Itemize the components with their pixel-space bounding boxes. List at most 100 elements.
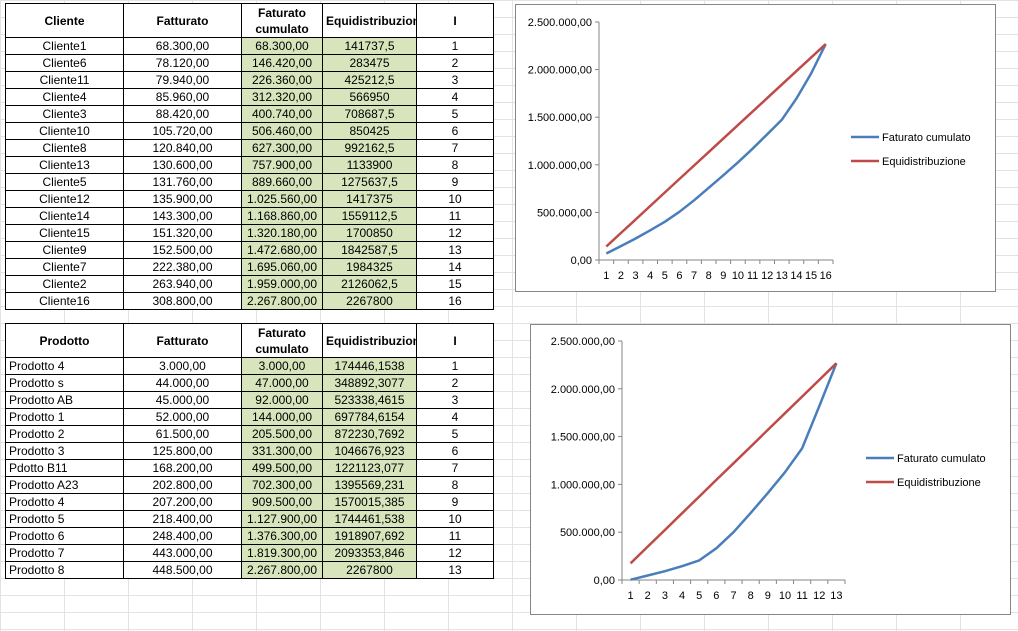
cell-equidistribuzione[interactable]: 697784,6154 bbox=[322, 408, 417, 426]
header-equidistribuzione[interactable]: Equidistribuzione bbox=[322, 323, 417, 358]
header-index[interactable]: I bbox=[416, 323, 494, 358]
cell-name[interactable]: Cliente11 bbox=[5, 71, 124, 89]
cell-name[interactable]: Prodotto 8 bbox=[5, 561, 124, 579]
cell-name[interactable]: Cliente13 bbox=[5, 156, 124, 174]
cell-index[interactable]: 1 bbox=[416, 357, 494, 375]
cell-fatturato[interactable]: 152.500,00 bbox=[123, 241, 242, 259]
cell-name[interactable]: Prodotto 7 bbox=[5, 544, 124, 562]
cell-fatturato-cumulato[interactable]: 499.500,00 bbox=[241, 459, 323, 477]
cell-index[interactable]: 14 bbox=[416, 258, 494, 276]
cell-fatturato-cumulato[interactable]: 3.000,00 bbox=[241, 357, 323, 375]
cell-fatturato-cumulato[interactable]: 889.660,00 bbox=[241, 173, 323, 191]
header-fatturato-cumulato[interactable]: Faturato cumulato bbox=[241, 3, 323, 38]
cell-equidistribuzione[interactable]: 2267800 bbox=[322, 292, 417, 310]
cell-equidistribuzione[interactable]: 1275637,5 bbox=[322, 173, 417, 191]
cell-index[interactable]: 10 bbox=[416, 510, 494, 528]
cell-fatturato[interactable]: 448.500,00 bbox=[123, 561, 242, 579]
cell-equidistribuzione[interactable]: 141737,5 bbox=[322, 37, 417, 55]
cell-index[interactable]: 3 bbox=[416, 71, 494, 89]
cell-index[interactable]: 11 bbox=[416, 527, 494, 545]
cell-name[interactable]: Prodotto 4 bbox=[5, 493, 124, 511]
cell-name[interactable]: Cliente8 bbox=[5, 139, 124, 157]
header-fatturato-cumulato[interactable]: Faturato cumulato bbox=[241, 323, 323, 358]
series-line-equidistribuzione[interactable] bbox=[629, 362, 838, 565]
cell-fatturato[interactable]: 120.840,00 bbox=[123, 139, 242, 157]
cell-index[interactable]: 5 bbox=[416, 425, 494, 443]
cell-index[interactable]: 2 bbox=[416, 54, 494, 72]
cell-index[interactable]: 5 bbox=[416, 105, 494, 123]
cell-name[interactable]: Prodotto 3 bbox=[5, 442, 124, 460]
series-line-equidistribuzione[interactable] bbox=[605, 43, 827, 248]
cell-fatturato-cumulato[interactable]: 92.000,00 bbox=[241, 391, 323, 409]
cell-index[interactable]: 11 bbox=[416, 207, 494, 225]
series-line-fatturato-cumulato[interactable] bbox=[630, 362, 838, 581]
cell-equidistribuzione[interactable]: 2126062,5 bbox=[322, 275, 417, 293]
cell-fatturato-cumulato[interactable]: 909.500,00 bbox=[241, 493, 323, 511]
cell-index[interactable]: 9 bbox=[416, 173, 494, 191]
cell-index[interactable]: 12 bbox=[416, 544, 494, 562]
cell-fatturato[interactable]: 248.400,00 bbox=[123, 527, 242, 545]
cell-equidistribuzione[interactable]: 1395569,231 bbox=[322, 476, 417, 494]
cell-name[interactable]: Pdotto B11 bbox=[5, 459, 124, 477]
header-fatturato[interactable]: Fatturato bbox=[123, 323, 242, 358]
cell-index[interactable]: 7 bbox=[416, 459, 494, 477]
cell-fatturato-cumulato[interactable]: 400.740,00 bbox=[241, 105, 323, 123]
cell-name[interactable]: Cliente6 bbox=[5, 54, 124, 72]
cell-index[interactable]: 16 bbox=[416, 292, 494, 310]
cell-fatturato-cumulato[interactable]: 312.320,00 bbox=[241, 88, 323, 106]
cell-index[interactable]: 2 bbox=[416, 374, 494, 392]
cell-name[interactable]: Cliente2 bbox=[5, 275, 124, 293]
cell-equidistribuzione[interactable]: 1046676,923 bbox=[322, 442, 417, 460]
cell-equidistribuzione[interactable]: 1570015,385 bbox=[322, 493, 417, 511]
cell-index[interactable]: 15 bbox=[416, 275, 494, 293]
cell-fatturato-cumulato[interactable]: 1.127.900,00 bbox=[241, 510, 323, 528]
cell-name[interactable]: Cliente7 bbox=[5, 258, 124, 276]
cell-fatturato-cumulato[interactable]: 146.420,00 bbox=[241, 54, 323, 72]
cell-name[interactable]: Cliente5 bbox=[5, 173, 124, 191]
cell-fatturato[interactable]: 3.000,00 bbox=[123, 357, 242, 375]
chart-prodotti[interactable]: 0,00 500.000,00 1.000.000,00 1.500.000,00 2.… bbox=[530, 324, 1011, 615]
cell-equidistribuzione[interactable]: 2093353,846 bbox=[322, 544, 417, 562]
cell-fatturato[interactable]: 202.800,00 bbox=[123, 476, 242, 494]
cell-equidistribuzione[interactable]: 348892,3077 bbox=[322, 374, 417, 392]
cell-equidistribuzione[interactable]: 523338,4615 bbox=[322, 391, 417, 409]
cell-fatturato[interactable]: 79.940,00 bbox=[123, 71, 242, 89]
cell-name[interactable]: Prodotto s bbox=[5, 374, 124, 392]
cell-fatturato[interactable]: 52.000,00 bbox=[123, 408, 242, 426]
cell-fatturato-cumulato[interactable]: 2.267.800,00 bbox=[241, 561, 323, 579]
cell-fatturato-cumulato[interactable]: 1.168.860,00 bbox=[241, 207, 323, 225]
header-cliente[interactable]: Cliente bbox=[5, 3, 124, 38]
cell-equidistribuzione[interactable]: 872230,7692 bbox=[322, 425, 417, 443]
cell-fatturato[interactable]: 78.120,00 bbox=[123, 54, 242, 72]
cell-name[interactable]: Cliente9 bbox=[5, 241, 124, 259]
cell-fatturato-cumulato[interactable]: 506.460,00 bbox=[241, 122, 323, 140]
cell-equidistribuzione[interactable]: 1133900 bbox=[322, 156, 417, 174]
cell-fatturato-cumulato[interactable]: 627.300,00 bbox=[241, 139, 323, 157]
cell-equidistribuzione[interactable]: 566950 bbox=[322, 88, 417, 106]
cell-name[interactable]: Prodotto 2 bbox=[5, 425, 124, 443]
cell-fatturato[interactable]: 218.400,00 bbox=[123, 510, 242, 528]
cell-fatturato[interactable]: 130.600,00 bbox=[123, 156, 242, 174]
cell-name[interactable]: Cliente3 bbox=[5, 105, 124, 123]
header-prodotto[interactable]: Prodotto bbox=[5, 323, 124, 358]
cell-equidistribuzione[interactable]: 1842587,5 bbox=[322, 241, 417, 259]
cell-name[interactable]: Cliente15 bbox=[5, 224, 124, 242]
cell-index[interactable]: 4 bbox=[416, 408, 494, 426]
cell-index[interactable]: 10 bbox=[416, 190, 494, 208]
cell-name[interactable]: Prodotto 5 bbox=[5, 510, 124, 528]
cell-fatturato[interactable]: 168.200,00 bbox=[123, 459, 242, 477]
cell-equidistribuzione[interactable]: 1559112,5 bbox=[322, 207, 417, 225]
cell-fatturato[interactable]: 308.800,00 bbox=[123, 292, 242, 310]
cell-fatturato-cumulato[interactable]: 1.472.680,00 bbox=[241, 241, 323, 259]
cell-fatturato[interactable]: 263.940,00 bbox=[123, 275, 242, 293]
cell-index[interactable]: 7 bbox=[416, 139, 494, 157]
cell-index[interactable]: 12 bbox=[416, 224, 494, 242]
cell-equidistribuzione[interactable]: 2267800 bbox=[322, 561, 417, 579]
chart-clienti[interactable]: 0,00 500.000,00 1.000.000,00 1.500.000,00 2.… bbox=[515, 4, 996, 292]
cell-index[interactable]: 13 bbox=[416, 561, 494, 579]
cell-index[interactable]: 6 bbox=[416, 122, 494, 140]
cell-fatturato-cumulato[interactable]: 1.695.060,00 bbox=[241, 258, 323, 276]
cell-equidistribuzione[interactable]: 1984325 bbox=[322, 258, 417, 276]
cell-fatturato[interactable]: 443.000,00 bbox=[123, 544, 242, 562]
cell-fatturato-cumulato[interactable]: 205.500,00 bbox=[241, 425, 323, 443]
